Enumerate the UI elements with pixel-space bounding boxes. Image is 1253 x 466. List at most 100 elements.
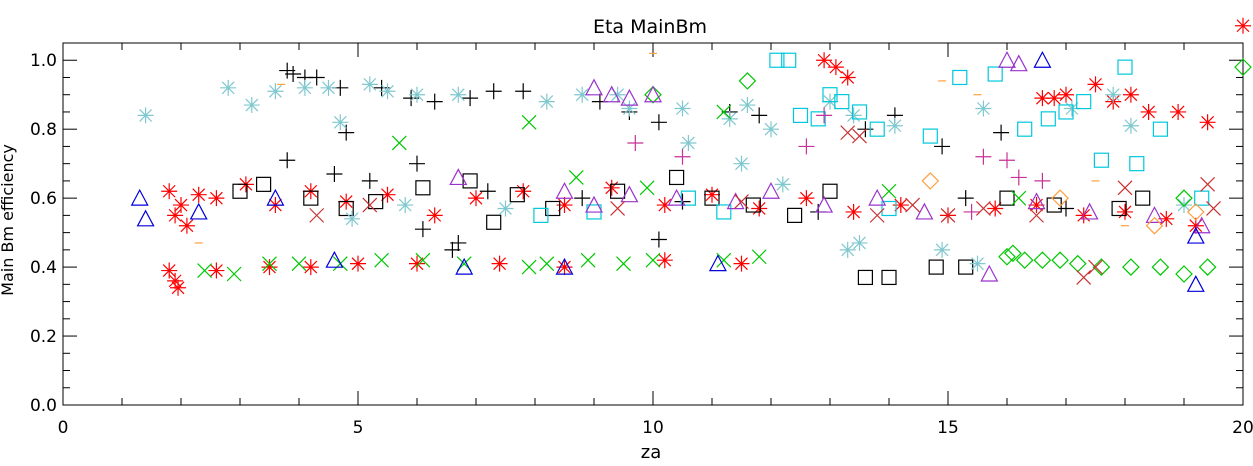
data-point [585,78,603,96]
data-point [869,207,885,223]
data-point [839,69,856,86]
y-axis-label: Main Bm efficiency [0,144,17,296]
data-point [509,187,525,203]
data-point [361,172,378,189]
data-point [963,203,980,220]
data-point [1040,111,1056,127]
data-point [450,86,467,103]
data-point [851,104,868,120]
data-point [928,259,944,275]
data-point [845,107,862,124]
data-point [739,97,756,114]
data-point [409,255,425,272]
data-point [751,107,768,124]
data-point [603,179,620,196]
data-point [674,148,691,165]
data-point [869,121,885,137]
data-point [915,202,934,220]
data-point [326,166,343,183]
data-point [999,190,1015,206]
data-point [1135,190,1151,206]
data-point [1051,189,1069,207]
data-point [798,138,815,155]
data-point [708,254,727,272]
data-point [716,104,732,120]
data-point [786,207,803,223]
data-point [190,186,207,203]
data-point [892,197,909,214]
data-point [704,190,720,206]
data-point [521,259,537,275]
data-point [934,138,951,155]
data-point [881,200,897,217]
x-tick-label: 5 [353,418,364,438]
data-point [226,266,242,282]
data-point [827,59,844,76]
data-point [521,114,537,130]
data-point [798,190,815,207]
data-point [555,257,574,275]
data-point [745,197,761,213]
data-point [674,100,691,117]
data-point [851,234,868,251]
data-point [1111,200,1127,217]
data-point [1015,251,1034,270]
data-point [644,85,662,104]
data-point [515,83,532,100]
data-point [769,52,785,68]
data-point [1235,17,1251,34]
data-point [921,172,940,190]
data-point [952,69,968,86]
data-point [267,83,284,100]
data-point [958,259,974,275]
data-point [1058,200,1074,217]
data-point [1088,259,1103,275]
data-point [415,252,431,268]
data-point [444,241,461,258]
data-point [585,195,603,213]
data-point [1063,100,1080,117]
x-tick-label: 10 [642,418,664,438]
data-point [733,155,750,172]
data-point [368,193,384,210]
data-point [291,256,307,272]
data-point [834,94,850,110]
data-point [656,252,673,269]
data-point [309,207,325,223]
data-point [338,124,355,141]
data-point [905,197,921,213]
data-point [627,134,644,151]
data-point [189,202,208,220]
data-point [262,256,277,272]
data-point [1129,156,1145,172]
data-point [344,210,361,227]
data-point [1186,226,1205,244]
data-point [922,128,938,144]
data-point [426,207,443,224]
data-point [751,249,767,265]
data-point [574,86,591,103]
data-point [975,201,991,216]
data-point [1034,172,1051,189]
data-point [620,185,639,203]
data-point [822,183,838,199]
data-point [1200,176,1216,192]
data-point [1076,94,1092,110]
data-point [491,255,508,272]
x-axis-label: za [641,442,661,463]
data-point [455,257,474,275]
data-point [1058,104,1074,120]
data-point [716,204,732,220]
data-point [1051,251,1069,270]
data-point [462,173,478,189]
data-point [1187,217,1204,234]
data-point [426,93,443,110]
data-point [1152,121,1169,137]
data-point [792,107,809,124]
data-point [1046,90,1063,107]
data-point [734,194,749,210]
data-point [815,195,834,213]
data-point [816,107,833,124]
y-tick-label: 0.6 [30,189,57,209]
